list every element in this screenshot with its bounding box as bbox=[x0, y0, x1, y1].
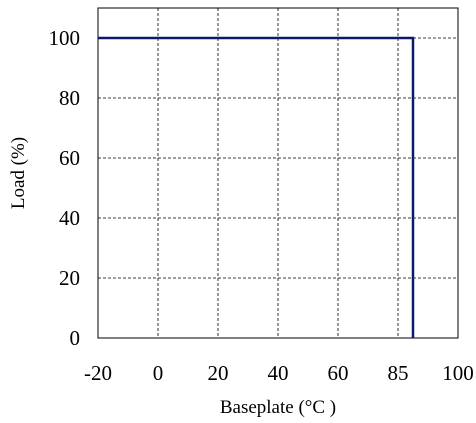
x-tick-label: 0 bbox=[153, 361, 164, 385]
series-line bbox=[98, 36, 415, 338]
series-lines bbox=[98, 36, 415, 338]
y-tick-label: 20 bbox=[59, 266, 80, 290]
x-tick-label: -20 bbox=[84, 361, 112, 385]
y-tick-label: 60 bbox=[59, 146, 80, 170]
y-axis-label: Load (%) bbox=[8, 137, 29, 209]
plot-frame bbox=[97, 7, 459, 339]
x-axis-label: Baseplate (°C ) bbox=[220, 397, 336, 418]
x-tick-labels: -20 0 20 40 60 85 100 bbox=[84, 361, 474, 385]
x-tick-label: 60 bbox=[328, 361, 349, 385]
grid-lines bbox=[98, 8, 458, 338]
y-tick-label: 40 bbox=[59, 206, 80, 230]
x-tick-label: 20 bbox=[208, 361, 229, 385]
y-tick-label: 100 bbox=[49, 26, 81, 50]
y-tick-label: 0 bbox=[70, 326, 81, 350]
y-tick-labels: 0 20 40 60 80 100 bbox=[49, 26, 81, 350]
x-tick-label: 40 bbox=[268, 361, 289, 385]
y-tick-label: 80 bbox=[59, 86, 80, 110]
x-tick-label: 100 bbox=[442, 361, 474, 385]
x-tick-label: 85 bbox=[388, 361, 409, 385]
